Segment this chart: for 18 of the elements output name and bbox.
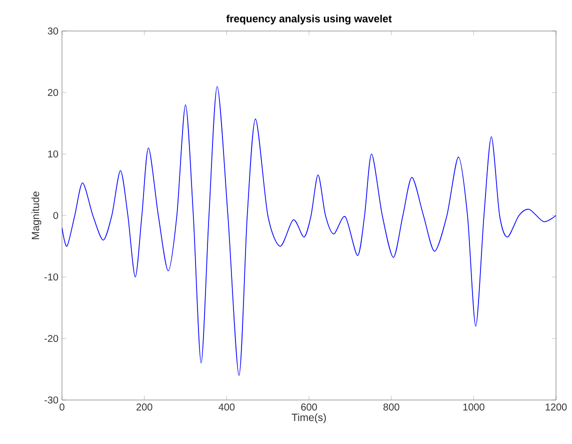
x-axis-title: Time(s) (292, 413, 326, 424)
y-tick-label: -10 (44, 273, 58, 281)
y-tick-label: 10 (48, 150, 58, 158)
y-tick-label: 0 (53, 212, 58, 220)
y-axis-title: Magnitude (31, 192, 42, 240)
x-tick-label: 400 (218, 404, 235, 411)
y-tick-label: -20 (44, 334, 58, 342)
x-tick-label: 0 (60, 404, 64, 411)
x-tick-label: 800 (383, 404, 400, 411)
line-series (62, 86, 556, 376)
y-tick-label: 20 (48, 88, 58, 96)
x-tick-label: 1000 (463, 404, 484, 411)
x-tick-label: 1200 (546, 404, 567, 411)
x-tick-label: 600 (301, 404, 317, 411)
x-tick-label: 200 (136, 404, 152, 411)
chart-title: frequency analysis using wavelet (226, 14, 392, 25)
y-tick-label: 30 (48, 27, 58, 35)
y-tick-label: -30 (44, 396, 58, 404)
